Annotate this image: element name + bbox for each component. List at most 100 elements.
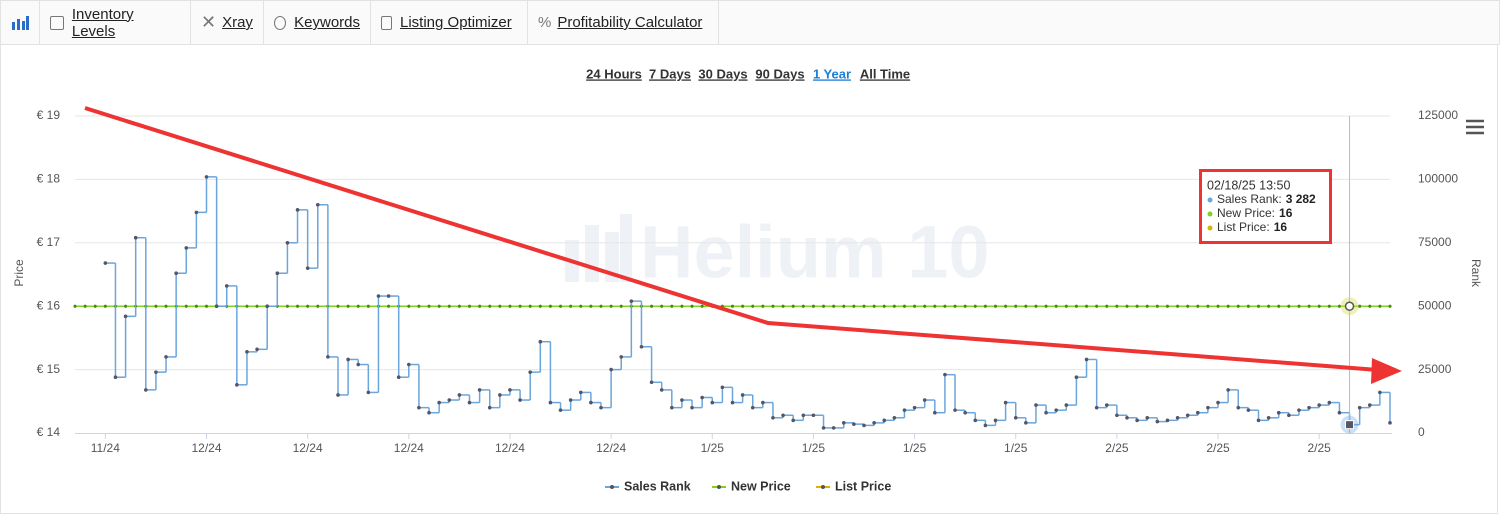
range-button[interactable]: 7 Days [649,66,691,81]
tab-label[interactable]: Listing Optimizer [400,14,512,31]
point [346,304,350,308]
point [892,415,897,420]
tooltip-date: 02/18/25 13:50 [1207,178,1290,192]
point [1014,304,1018,308]
point [700,395,704,400]
point [973,304,977,308]
point [912,405,917,410]
y-tick-label: € 17 [37,235,61,249]
point [306,304,310,308]
range-button[interactable]: All Time [860,66,910,81]
point [1135,418,1139,423]
point [771,304,775,308]
tab[interactable]: Inventory Levels [39,1,190,44]
point [326,355,330,359]
tab[interactable]: Listing Optimizer [370,1,527,44]
range-button[interactable]: 90 Days [755,66,804,81]
point [1185,413,1190,418]
point [1155,419,1160,424]
tooltip-dot [1207,211,1213,217]
point [1368,304,1372,308]
point [599,304,603,308]
point [366,390,371,395]
legend-label[interactable]: List Price [835,479,891,493]
point [124,304,128,308]
legend-label[interactable]: Sales Rank [624,479,691,493]
tab-label[interactable]: Keywords [294,14,360,31]
point [943,304,947,308]
point [822,304,826,308]
point [983,423,988,428]
point [1004,304,1008,308]
x-tick-label: 11/24 [91,441,120,455]
point [1186,304,1190,308]
point [295,208,300,212]
point [832,304,836,308]
point [781,304,785,308]
point [1257,304,1260,308]
y-tick-label: € 15 [37,362,61,376]
point [103,304,107,308]
legend-label[interactable]: New Price [731,479,791,493]
point [953,408,957,412]
menu-icon[interactable] [1466,119,1484,135]
point [751,304,755,308]
point [801,304,805,308]
point [558,408,563,412]
point [1297,304,1301,308]
tab-label[interactable]: Inventory Levels [71,5,134,40]
range-button[interactable]: 1 Year [813,66,851,81]
point [1115,304,1119,308]
point [1064,304,1068,308]
legend-swatch-dot [717,485,721,489]
point [741,304,745,308]
point [1287,413,1291,418]
point [1378,304,1382,308]
tab-label[interactable]: Profitability Calculator [557,14,703,31]
point [619,304,623,308]
point [144,388,148,392]
point [1115,413,1119,418]
range-button[interactable]: 30 Days [698,66,747,81]
tab-label[interactable]: Xray [222,14,253,31]
point [599,405,603,410]
point [609,367,613,372]
point [568,398,573,402]
y-tick-label: € 16 [37,298,61,312]
tab[interactable]: ✕ Xray [190,1,263,44]
point [214,304,219,309]
range-button[interactable]: 24 Hours [586,66,642,81]
point [538,304,542,308]
annotation-arrow [84,106,1402,384]
point [518,398,522,402]
legend-swatch-dot [610,485,614,489]
point [1095,304,1099,308]
point [1226,388,1230,392]
point [569,304,573,308]
tab[interactable]: Keywords [263,1,370,44]
point [205,304,208,308]
point [1297,408,1301,412]
point [1084,357,1089,362]
tab[interactable]: % Profitability Calculator [527,1,719,44]
y2-tick-label: 50000 [1418,298,1452,312]
point [113,375,118,380]
point [528,370,532,374]
x-tick-label: 2/25 [1206,441,1230,455]
y-tick-label: € 19 [37,108,61,122]
point [579,304,583,308]
point [366,304,370,308]
point [720,385,725,390]
point [245,350,249,354]
point [842,304,846,308]
point [316,304,320,308]
point [650,304,654,308]
logo[interactable] [1,1,39,44]
point [1388,304,1392,308]
point [1388,421,1392,425]
y2-tick-label: 75000 [1418,235,1452,249]
point [730,400,735,405]
point [862,304,866,308]
